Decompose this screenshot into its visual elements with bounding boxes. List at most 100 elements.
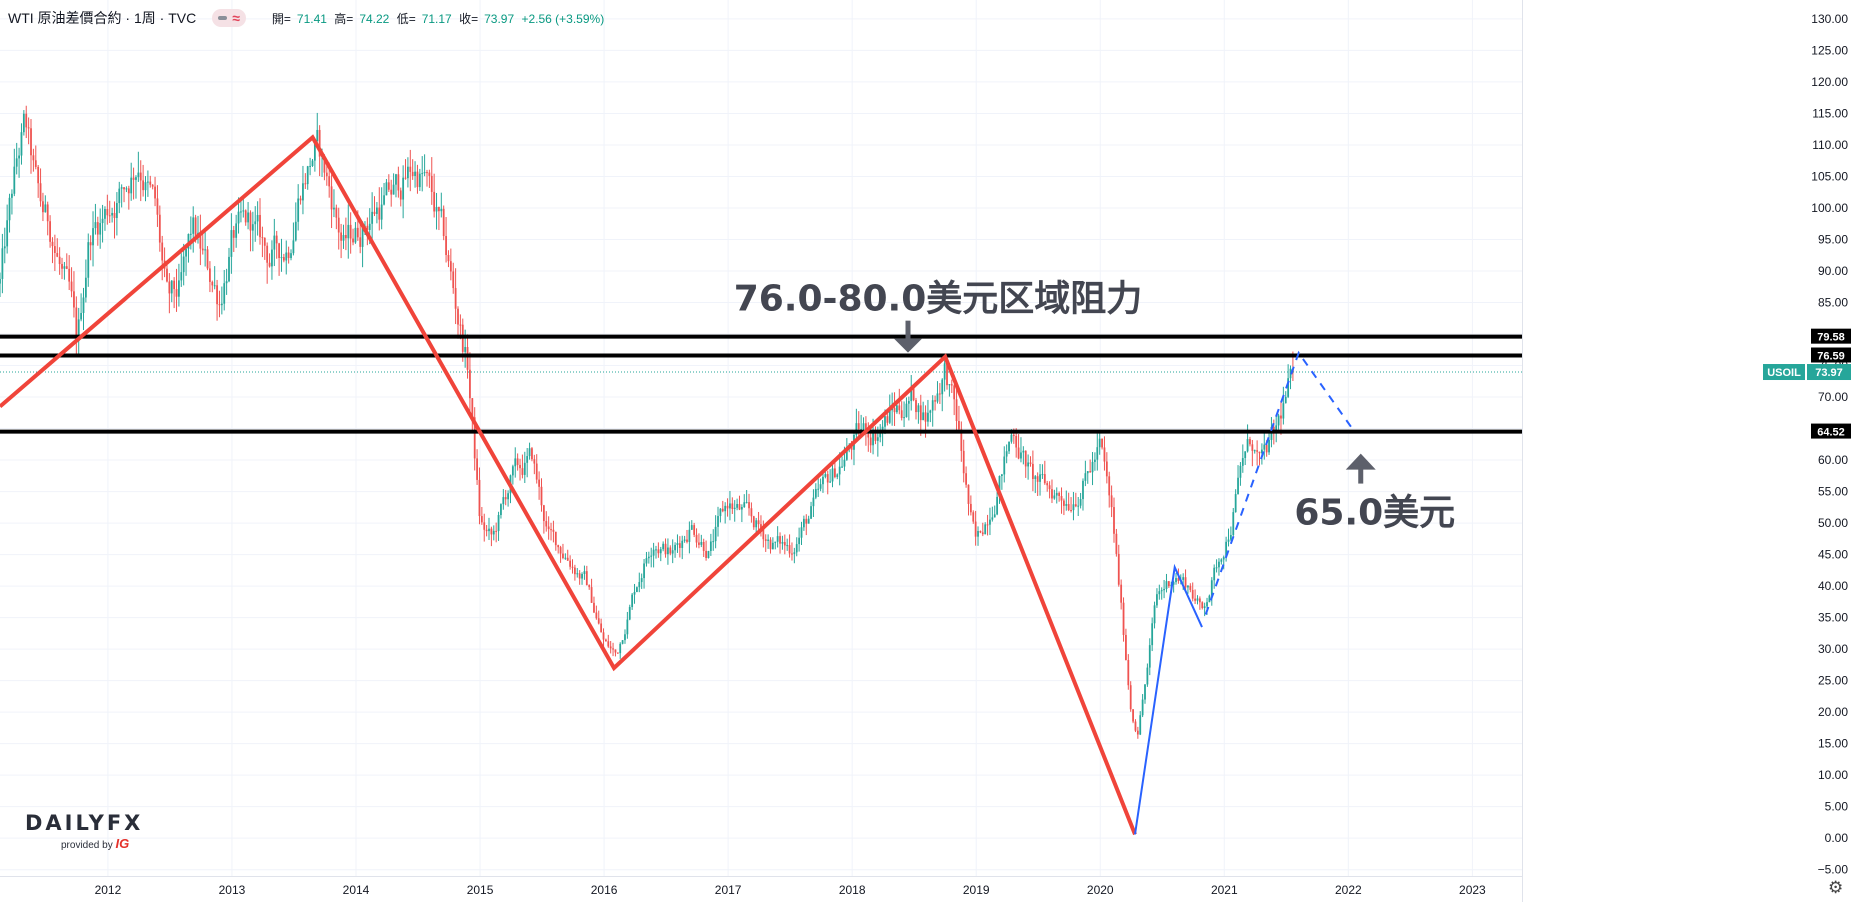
candle-body (1218, 561, 1220, 568)
candle-body (445, 236, 447, 256)
candle-body (1241, 458, 1244, 466)
candle-body (1237, 477, 1239, 495)
time-tick-label: 2018 (839, 883, 866, 897)
candle-body (733, 507, 736, 509)
trendlines[interactable] (0, 134, 1356, 836)
candle-body (490, 528, 493, 535)
candle-body (552, 529, 555, 532)
candle-body (810, 506, 812, 519)
candle-body (559, 547, 562, 554)
candle-body (1227, 539, 1230, 542)
candle-body (1, 248, 4, 279)
candle-body (676, 543, 679, 545)
candle-body (686, 539, 688, 542)
candle-body (707, 551, 710, 558)
candle-body (1249, 439, 1251, 445)
indicator-toggle[interactable]: ≈ (212, 9, 246, 27)
horizontal-levels[interactable] (0, 334, 1522, 434)
candle-body (755, 520, 758, 528)
candle-body (402, 177, 405, 200)
candle-body (1148, 645, 1151, 668)
candle-body (476, 458, 478, 480)
candle-body (433, 191, 436, 212)
projection-dashed-line[interactable] (1204, 350, 1356, 615)
candle-body (247, 212, 249, 223)
candle-body (447, 255, 450, 262)
candle-body (578, 573, 581, 579)
candle-body (1206, 602, 1208, 607)
candle-body (480, 516, 483, 523)
candle-body (886, 416, 889, 423)
candle-body (721, 508, 724, 512)
candle-body (1110, 495, 1113, 508)
candle-body (201, 248, 204, 251)
candle-body (896, 405, 898, 413)
symbol-title[interactable]: WTI 原油差價合約 · 1周 · TVC (8, 10, 197, 26)
candle-body (471, 398, 474, 418)
candle-body (80, 313, 83, 320)
candle-body (535, 463, 538, 480)
last-price-badge[interactable] (1807, 364, 1851, 381)
candle-body (950, 384, 953, 386)
candle-body (125, 188, 128, 190)
candle-body (380, 204, 383, 220)
candle-body (104, 209, 106, 219)
last-price-symbol-badge[interactable] (1763, 364, 1805, 381)
candle-body (893, 407, 896, 413)
level-badge[interactable] (1811, 347, 1851, 363)
candle-body (39, 183, 42, 202)
level-badge[interactable] (1811, 423, 1851, 439)
low-label: 低= (396, 11, 416, 26)
candle-body (225, 281, 228, 284)
time-tick-label: 2013 (219, 883, 246, 897)
blue-trendline[interactable] (1134, 563, 1203, 835)
candle-body (621, 640, 624, 644)
candle-body (1151, 623, 1154, 646)
candle-body (927, 412, 929, 422)
price-tick-label: 60.00 (1818, 453, 1848, 467)
price-axis[interactable]: 130.00 125.00 120.00 115.00 110.00 105.00 100.… (1522, 0, 1862, 902)
candle-body (240, 211, 242, 213)
price-tick-label: 110.00 (1812, 138, 1848, 152)
candle-body (1234, 494, 1237, 513)
candle-body (757, 520, 760, 525)
candle-body (361, 225, 364, 247)
level-badge-label: 79.58 (1817, 332, 1845, 344)
candle-body (688, 529, 691, 542)
candle-body (943, 363, 946, 380)
candle-body (323, 156, 326, 173)
red-trendline[interactable] (0, 134, 1137, 836)
candle-body (1158, 591, 1161, 595)
candle-body (989, 519, 991, 525)
candle-body (1008, 441, 1010, 452)
candle-body (457, 308, 459, 325)
candle-body (1167, 581, 1170, 587)
candle-body (717, 516, 719, 527)
candle-body (569, 560, 572, 567)
candle-body (464, 347, 467, 352)
level-badge[interactable] (1811, 328, 1851, 344)
candle-body (917, 405, 920, 413)
candle-body (306, 166, 309, 185)
candle-body (228, 256, 230, 282)
candle-body (931, 400, 934, 411)
candle-body (135, 177, 137, 180)
time-axis[interactable]: 2012 2013 2014 2015 2016 2017 2018 2019 2020 2021… (0, 876, 1522, 902)
candle-body (709, 541, 712, 552)
gear-icon[interactable]: ⚙ (1828, 878, 1844, 897)
candle-body (533, 459, 536, 464)
candle-body (779, 536, 781, 544)
candle-body (898, 405, 901, 411)
candle-body (1268, 439, 1270, 453)
candle-body (1129, 685, 1132, 710)
candle-body (1031, 463, 1034, 480)
candle-body (690, 525, 693, 530)
candle-body (25, 113, 28, 128)
candle-body (955, 399, 958, 421)
candle-body (977, 531, 979, 537)
candle-body (337, 217, 340, 233)
candle-body (907, 401, 910, 404)
up-arrow-icon (1345, 453, 1376, 470)
candle-body (645, 558, 648, 564)
